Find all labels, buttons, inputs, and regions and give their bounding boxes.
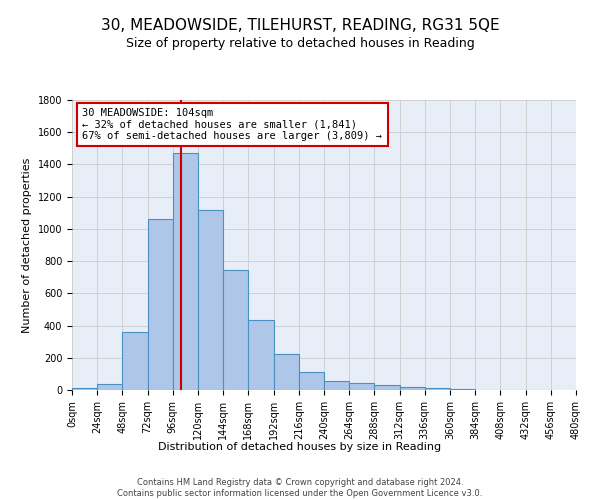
- Text: Contains HM Land Registry data © Crown copyright and database right 2024.
Contai: Contains HM Land Registry data © Crown c…: [118, 478, 482, 498]
- Text: 30 MEADOWSIDE: 104sqm
← 32% of detached houses are smaller (1,841)
67% of semi-d: 30 MEADOWSIDE: 104sqm ← 32% of detached …: [83, 108, 383, 142]
- Bar: [173, 153, 198, 390]
- Bar: [97, 384, 122, 390]
- Bar: [400, 387, 425, 390]
- Text: Size of property relative to detached houses in Reading: Size of property relative to detached ho…: [125, 38, 475, 51]
- Bar: [374, 385, 400, 390]
- Bar: [425, 388, 450, 390]
- Text: Distribution of detached houses by size in Reading: Distribution of detached houses by size …: [158, 442, 442, 452]
- Bar: [72, 388, 97, 390]
- Bar: [324, 381, 349, 390]
- Bar: [450, 389, 475, 390]
- Text: 30, MEADOWSIDE, TILEHURST, READING, RG31 5QE: 30, MEADOWSIDE, TILEHURST, READING, RG31…: [101, 18, 499, 32]
- Bar: [248, 320, 274, 390]
- Y-axis label: Number of detached properties: Number of detached properties: [22, 158, 32, 332]
- Bar: [223, 270, 248, 390]
- Bar: [299, 372, 324, 390]
- Bar: [122, 332, 148, 390]
- Bar: [349, 383, 374, 390]
- Bar: [198, 210, 223, 390]
- Bar: [274, 354, 299, 390]
- Bar: [148, 219, 173, 390]
